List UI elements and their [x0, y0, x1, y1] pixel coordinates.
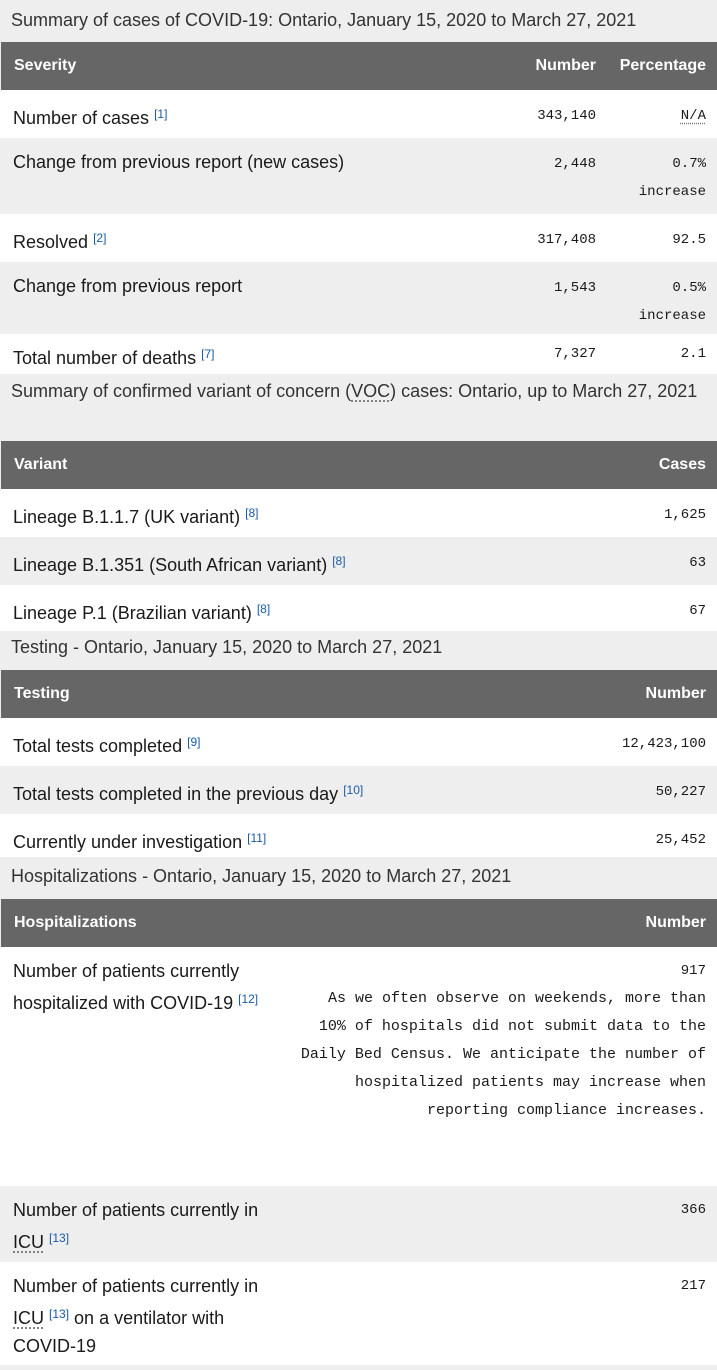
row-number: 12,423,100 — [621, 736, 706, 752]
cases-header: Severity Number Percentage — [0, 42, 717, 90]
caption-text: Summary of confirmed variant of concern … — [11, 381, 352, 401]
row-label: Total tests completed — [13, 736, 183, 756]
row-label: Lineage B.1.351 (South African variant) — [13, 555, 328, 575]
testing-caption: Testing - Ontario, January 15, 2020 to M… — [0, 631, 717, 670]
row-number: 917 — [680, 963, 706, 979]
row-pct-note: increase — [638, 184, 706, 200]
table-row: Total tests completed [9] 12,423,100 — [0, 718, 717, 766]
row-number: 2,448 — [553, 156, 596, 172]
col-cases: Cases — [658, 456, 706, 473]
na-abbr: N/A — [680, 108, 706, 124]
footnote-link[interactable]: [8] — [332, 554, 346, 568]
row-label: Lineage P.1 (Brazilian variant) — [13, 603, 252, 623]
table-row: Number of patients currently in ICU [13]… — [0, 1262, 717, 1365]
row-label: Change from previous report (new cases) — [13, 152, 345, 172]
footnote-link[interactable]: [10] — [343, 783, 364, 797]
footnote-link[interactable]: [8] — [256, 602, 271, 616]
row-pct: 0.5% — [672, 280, 706, 296]
voc-caption: Summary of confirmed variant of concern … — [0, 374, 717, 441]
footnote-link[interactable]: [1] — [154, 107, 168, 121]
row-number: 343,140 — [537, 108, 596, 124]
row-number: 7,327 — [553, 346, 596, 362]
row-label: Change from previous report — [13, 276, 243, 296]
row-label: Number of patients currently in — [13, 1276, 259, 1296]
hosp-caption: Hospitalizations - Ontario, January 15, … — [0, 857, 717, 899]
icu-abbr: ICU — [13, 1308, 44, 1328]
table-row: Number of cases [1] 343,140 N/A — [0, 90, 717, 138]
col-number: Number — [535, 57, 596, 74]
col-testing: Testing — [14, 685, 70, 702]
footnote-link[interactable]: [8] — [245, 506, 259, 520]
footnote-link[interactable]: [12] — [238, 992, 259, 1006]
hospital-data-note: As we often observe on weekends, more th… — [300, 990, 706, 1119]
row-label: Total tests completed in the previous da… — [13, 784, 339, 804]
icu-abbr: ICU — [13, 1232, 44, 1252]
row-label: Number of patients currently in — [13, 1200, 259, 1220]
cases-caption: Summary of cases of COVID-19: Ontario, J… — [0, 0, 717, 42]
row-label: Resolved — [13, 232, 89, 252]
col-number: Number — [645, 685, 706, 702]
table-row: Total tests completed in the previous da… — [0, 766, 717, 814]
table-row: Number of patients currently in ICU [13]… — [0, 1186, 717, 1262]
hosp-header: Hospitalizations Number — [0, 899, 717, 947]
table-row: Lineage B.1.1.7 (UK variant) [8] 1,625 — [0, 489, 717, 537]
table-row: Change from previous report 1,543 0.5% in… — [0, 262, 717, 334]
col-variant: Variant — [14, 456, 68, 473]
table-row: Currently under investigation [11] 25,452 — [0, 814, 717, 857]
voc-abbr: VOC — [351, 381, 391, 401]
table-row: Change from previous report (new cases) … — [0, 138, 717, 214]
col-hospitalizations: Hospitalizations — [14, 914, 137, 931]
table-row: Lineage P.1 (Brazilian variant) [8] 67 — [0, 585, 717, 631]
row-label: Currently under investigation — [13, 832, 243, 852]
row-pct: 2.1 — [680, 346, 706, 362]
footnote-link[interactable]: [11] — [247, 831, 267, 845]
row-number: 63 — [689, 555, 706, 571]
row-label: Lineage B.1.1.7 (UK variant) — [13, 507, 241, 527]
row-number: 25,452 — [655, 832, 706, 848]
row-number: 1,543 — [553, 280, 596, 296]
footnote-link[interactable]: [13] — [49, 1307, 70, 1321]
row-number: 317,408 — [537, 232, 596, 248]
row-number: 67 — [689, 603, 706, 619]
row-label: Number of patients currently hospitalize… — [13, 961, 240, 1013]
footnote-link[interactable]: [13] — [49, 1231, 70, 1245]
col-severity: Severity — [14, 57, 77, 74]
row-pct: 92.5 — [672, 232, 706, 248]
col-percentage: Percentage — [619, 57, 706, 74]
row-pct: 0.7% — [672, 156, 706, 172]
row-label: Total number of deaths — [13, 348, 197, 368]
row-number: 1,625 — [663, 507, 706, 523]
row-number: 50,227 — [655, 784, 706, 800]
col-number: Number — [645, 914, 706, 931]
footnote-link[interactable]: [7] — [201, 347, 215, 361]
table-row: Total number of deaths [7] 7,327 2.1 — [0, 334, 717, 374]
row-label: on a ventilator with COVID-19 — [13, 1308, 225, 1356]
row-number: 217 — [680, 1278, 706, 1294]
caption-text: ) cases: Ontario, up to March 27, 2021 — [390, 381, 698, 401]
table-row: Resolved [2] 317,408 92.5 — [0, 214, 717, 262]
voc-header: Variant Cases — [0, 441, 717, 489]
footnote-link[interactable]: [2] — [93, 231, 107, 245]
row-label: Number of cases — [13, 108, 150, 128]
row-number: 366 — [680, 1202, 706, 1218]
row-pct-note: increase — [638, 308, 706, 324]
testing-header: Testing Number — [0, 670, 717, 718]
footnote-link[interactable]: [9] — [187, 735, 201, 749]
table-row: Lineage B.1.351 (South African variant) … — [0, 537, 717, 585]
table-row: Number of patients currently hospitalize… — [0, 947, 717, 1186]
